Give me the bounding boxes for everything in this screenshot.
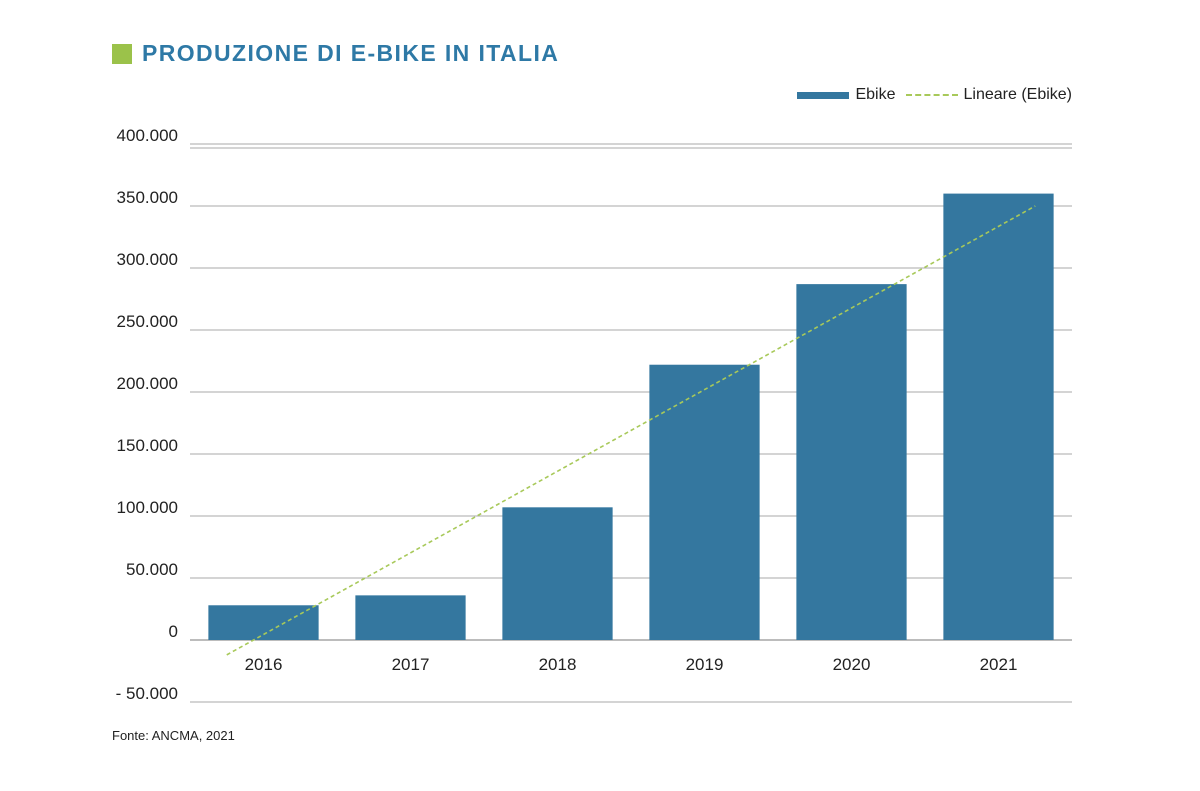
x-tick-label: 2019 [686,655,724,674]
x-tick-label: 2017 [392,655,430,674]
x-tick-label: 2020 [833,655,871,674]
legend-label-ebike: Ebike [855,86,896,103]
bar-2017 [355,595,466,640]
chart-title-block: PRODUZIONE DI E-BIKE IN ITALIA [112,40,559,67]
x-axis-tick-labels: 2016 2017 2018 2019 2020 2021 [245,655,1018,674]
y-tick-label: 50.000 [126,560,178,579]
bar-2021 [943,193,1054,640]
bar-2016 [208,605,319,640]
legend-swatch-bar [797,91,850,99]
y-tick-label: 0 [169,622,178,641]
y-tick-label: 100.000 [117,498,178,517]
bar-series [208,193,1054,640]
bar-2019 [649,364,760,640]
x-tick-label: 2018 [539,655,577,674]
legend: Ebike Lineare (Ebike) [797,86,1072,104]
legend-label-trend: Lineare (Ebike) [963,86,1073,103]
legend-item-trend: Lineare (Ebike) [896,86,1073,104]
y-tick-label: 200.000 [117,374,178,393]
legend-item-ebike: Ebike [797,86,896,104]
bar-2018 [502,507,613,640]
y-tick-label: 150.000 [117,436,178,455]
grid-lines [190,143,1072,703]
linear-trendline [226,205,1036,656]
y-tick-label: 350.000 [117,188,178,207]
trendline-layer [226,205,1036,656]
legend-swatch-dashed-line [905,94,958,96]
title-accent-square [112,43,132,64]
y-tick-label: 400.000 [117,126,178,145]
y-tick-label: - 50.000 [116,684,178,703]
x-tick-label: 2021 [980,655,1018,674]
y-axis-tick-labels: - 50.000 0 50.000 100.000 150.000 200.000 250.… [116,126,178,703]
source-note: Fonte: ANCMA, 2021 [112,728,235,743]
chart-title: PRODUZIONE DI E-BIKE IN ITALIA [142,40,560,66]
y-tick-label: 250.000 [117,312,178,331]
bar-2020 [796,284,907,640]
y-tick-label: 300.000 [117,250,178,269]
x-tick-label: 2016 [245,655,283,674]
